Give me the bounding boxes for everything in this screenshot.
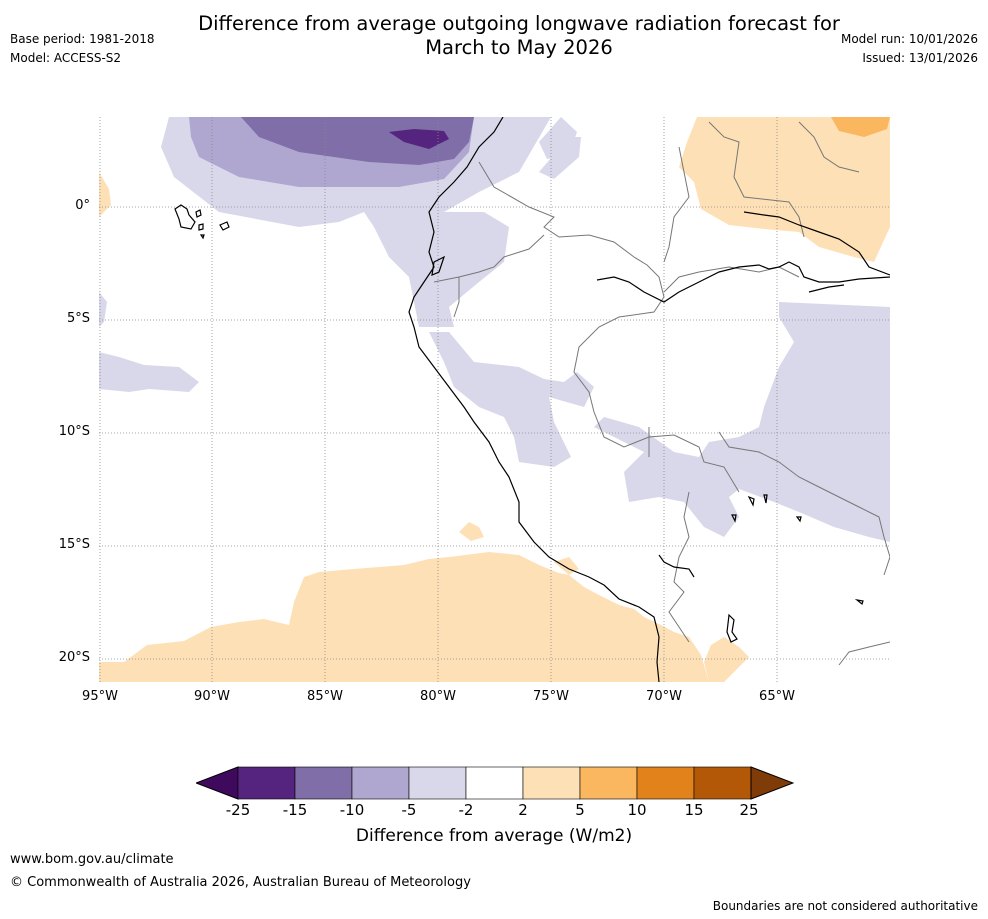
lon-label-65w: 65°W <box>759 689 795 704</box>
lat-label-0: 0° <box>75 198 90 213</box>
colorbar-bin <box>693 766 752 800</box>
colorbar-tick: -25 <box>225 801 251 819</box>
colorbar-bin <box>237 766 296 800</box>
colorbar-bin <box>351 766 410 800</box>
colorbar-bin <box>636 766 695 800</box>
anomaly-region-pacific-peak <box>389 129 449 149</box>
anomaly-region-west-edge <box>99 292 107 327</box>
anomaly-region-far-west <box>99 172 111 217</box>
islands <box>174 204 864 643</box>
graticule <box>99 117 890 682</box>
anomaly-region-south-pacific <box>99 552 709 682</box>
colorbar-tick: -10 <box>339 801 365 819</box>
chart-title: Difference from average outgoing longwav… <box>0 12 988 60</box>
lon-label-90w: 90°W <box>194 689 230 704</box>
lon-label-75w: 75°W <box>533 689 569 704</box>
colorbar-arrow-low <box>196 766 239 800</box>
lon-label-85w: 85°W <box>307 689 343 704</box>
lon-label-80w: 80°W <box>420 689 456 704</box>
colorbar-bin <box>522 766 581 800</box>
colorbar-bin <box>294 766 353 800</box>
colorbar-tick: 10 <box>627 801 647 819</box>
lon-label-70w: 70°W <box>646 689 682 704</box>
colorbar-tick: -2 <box>458 801 474 819</box>
base-period: Base period: 1981-2018 <box>10 32 155 46</box>
anomaly-region-amazon <box>594 302 890 542</box>
website-link[interactable]: www.bom.gov.au/climate <box>10 852 174 867</box>
anomaly-region-west-pacific <box>99 352 199 392</box>
lat-label-20s: 20°S <box>58 650 90 665</box>
colorbar-tick: 15 <box>684 801 704 819</box>
colorbar-bin <box>465 766 524 800</box>
anomaly-region-caribbean <box>679 117 890 262</box>
colorbar <box>196 766 794 800</box>
colorbar-arrow-high <box>750 766 794 800</box>
title-line-2: March to May 2026 <box>425 36 613 59</box>
colorbar-title: Difference from average (W/m2) <box>355 826 633 846</box>
country-borders <box>433 121 890 666</box>
lat-label-5s: 5°S <box>66 311 90 326</box>
anomaly-region-pacific-core <box>241 117 474 165</box>
anomaly-region-caribbean-peak <box>831 117 890 137</box>
coastlines <box>408 117 890 682</box>
map-plot <box>99 117 890 682</box>
copyright: © Commonwealth of Australia 2026, Austra… <box>10 875 471 890</box>
colorbar-tick: -5 <box>401 801 417 819</box>
lat-label-10s: 10°S <box>58 424 90 439</box>
title-line-1: Difference from average outgoing longwav… <box>198 12 840 35</box>
lon-label-95w: 95°W <box>82 689 118 704</box>
anomaly-region-sp-streak <box>459 522 484 541</box>
colorbar-bin <box>408 766 467 800</box>
colorbar-tick: 5 <box>575 801 585 819</box>
model-name: Model: ACCESS-S2 <box>10 51 122 65</box>
anomaly-region-altiplano <box>704 637 749 682</box>
model-run: Model run: 10/01/2026 <box>840 32 978 46</box>
colorbar-bin <box>579 766 638 800</box>
colorbar-tick: -15 <box>282 801 308 819</box>
colorbar-tick: 2 <box>518 801 528 819</box>
boundaries-disclaimer: Boundaries are not considered authoritat… <box>712 899 978 913</box>
anomaly-region-ne-blob <box>539 137 581 179</box>
issued-date: Issued: 13/01/2026 <box>862 51 978 65</box>
lat-label-15s: 15°S <box>58 537 90 552</box>
colorbar-tick: 25 <box>739 801 759 819</box>
